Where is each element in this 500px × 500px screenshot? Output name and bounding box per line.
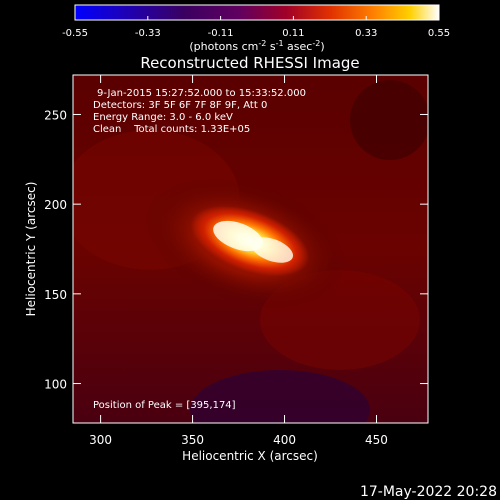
footer-date: 17-May-2022 20:28 xyxy=(360,484,497,500)
x-tick-label: 350 xyxy=(181,433,204,447)
annotation-time: 9-Jan-2015 15:27:52.000 to 15:33:52.000 xyxy=(97,88,306,99)
annotation-energy: Energy Range: 3.0 - 6.0 keV xyxy=(93,112,233,123)
colorbar-tick-label: 0.11 xyxy=(282,28,304,39)
colorbar-tick-label: 0.33 xyxy=(355,28,377,39)
annotation-peak: Position of Peak = [395,174] xyxy=(93,400,236,411)
colorbar-tick-label: 0.55 xyxy=(428,28,450,39)
y-tick-label: 100 xyxy=(44,378,67,392)
colorbar-label: (photons cm-2 s-1 asec-2) xyxy=(189,39,324,53)
x-tick-label: 300 xyxy=(89,433,112,447)
x-tick-label: 400 xyxy=(273,433,296,447)
annotation-clean: Clean Total counts: 1.33E+05 xyxy=(93,124,250,135)
x-axis-label: Heliocentric X (arcsec) xyxy=(182,449,318,463)
chart-title: Reconstructed RHESSI Image xyxy=(140,54,359,72)
annotation-detectors: Detectors: 3F 5F 6F 7F 8F 9F, Att 0 xyxy=(93,100,267,111)
colorbar-gradient xyxy=(74,4,440,21)
y-tick-label: 250 xyxy=(44,108,67,122)
colorbar-tick-label: -0.33 xyxy=(135,28,161,39)
colorbar-ticks: -0.55 -0.33 -0.11 0.11 0.33 0.55 xyxy=(62,16,450,39)
plot-area: 9-Jan-2015 15:27:52.000 to 15:33:52.000 … xyxy=(73,75,428,423)
y-tick-label: 200 xyxy=(44,198,67,212)
background-dark-region xyxy=(350,80,428,160)
x-axis: 300 350 400 450 xyxy=(89,75,388,447)
y-tick-label: 150 xyxy=(44,288,67,302)
background-dark-region xyxy=(190,370,370,423)
y-axis: 100 150 200 250 xyxy=(44,108,428,392)
plot-frame xyxy=(72,74,429,424)
flare-peak xyxy=(250,237,294,263)
colorbar-tick-label: -0.11 xyxy=(208,28,234,39)
colorbar: -0.55 -0.33 -0.11 0.11 0.33 0.55 (photons cm-… xyxy=(62,4,450,53)
x-tick-label: 450 xyxy=(365,433,388,447)
flare-peak xyxy=(213,220,263,252)
y-axis-label: Heliocentric Y (arcsec) xyxy=(24,182,38,317)
colorbar-tick-label: -0.55 xyxy=(62,28,88,39)
